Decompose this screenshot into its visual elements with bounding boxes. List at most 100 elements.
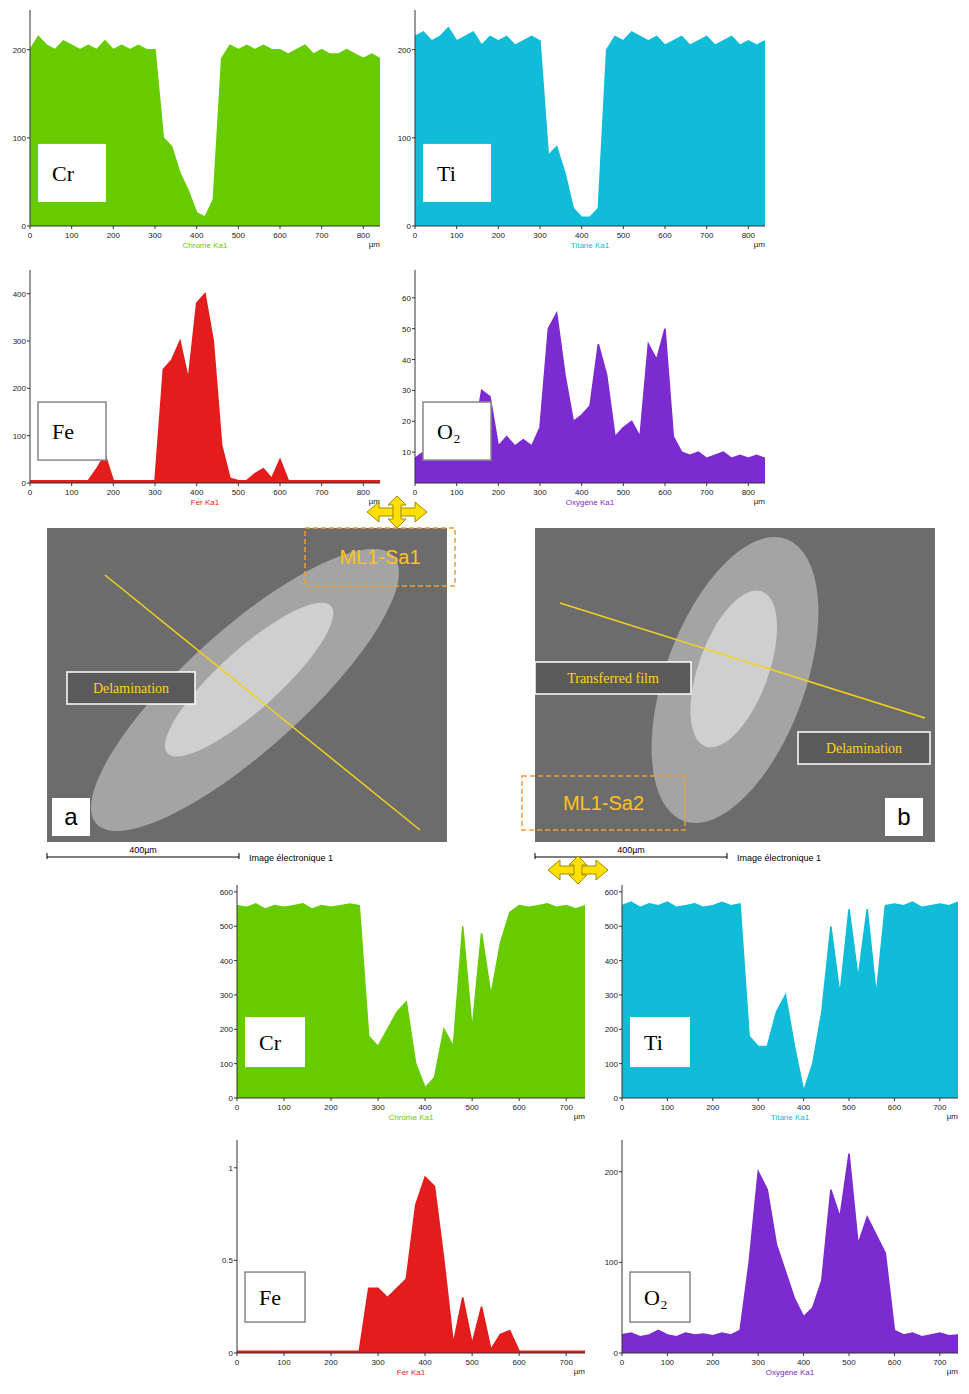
y-tick-label: 50: [402, 325, 411, 334]
x-tick: [748, 483, 749, 486]
y-tick-label: 100: [605, 1060, 619, 1069]
y-tick: [27, 137, 30, 138]
image-caption: Image électronique 1: [249, 853, 333, 863]
y-tick-label: 400: [13, 290, 27, 299]
x-tick-label: 0: [620, 1358, 625, 1367]
y-axis: [30, 270, 31, 483]
y-tick: [619, 960, 622, 961]
x-tick: [331, 1098, 332, 1101]
y-tick-label: 20: [402, 417, 411, 426]
x-tick: [667, 1098, 668, 1101]
x-tick: [758, 1098, 759, 1101]
plot-area: [415, 313, 765, 483]
y-tick: [619, 926, 622, 927]
area-fill: [622, 1154, 958, 1353]
y-tick: [412, 226, 415, 227]
x-tick-label: 400: [575, 231, 589, 240]
y-tick: [234, 1353, 237, 1354]
x-tick: [748, 226, 749, 229]
annotation: Transferred film: [567, 671, 659, 686]
sem-photo: [47, 528, 447, 842]
x-tick-label: 0: [413, 488, 418, 497]
element-label: Ti: [644, 1030, 663, 1055]
x-tick-label: 400: [190, 488, 204, 497]
x-tick-label: 300: [371, 1358, 385, 1367]
plot-area: [30, 36, 380, 226]
x-tick: [498, 226, 499, 229]
y-tick: [27, 435, 30, 436]
x-tick: [363, 226, 364, 229]
y-axis: [415, 270, 416, 483]
sem-image: DelaminationML1-Sa1a400µmImage électroni…: [47, 512, 455, 869]
x-tick: [71, 483, 72, 486]
annotation: Delamination: [93, 681, 169, 696]
x-tick-label: 100: [450, 231, 464, 240]
x-tick: [456, 483, 457, 486]
x-tick: [706, 226, 707, 229]
sample-tag-box: [522, 776, 685, 830]
x-tick-label: 0: [28, 231, 33, 240]
x-tick-label: 700: [700, 231, 714, 240]
sample-tag-box: [305, 528, 455, 586]
x-tick: [623, 483, 624, 486]
y-tick: [619, 1353, 622, 1354]
y-tick: [27, 483, 30, 484]
series-caption: Fer Ka1: [397, 1368, 426, 1377]
y-tick: [234, 1063, 237, 1064]
annotation: Delamination: [826, 741, 902, 756]
image-caption: Image électronique 1: [737, 853, 821, 863]
element-box: [245, 1272, 305, 1322]
element-box: [38, 402, 106, 460]
x-tick: [71, 226, 72, 229]
panel-letter-box: [52, 798, 90, 836]
y-tick-label: 0: [22, 222, 27, 231]
element-box: [423, 402, 491, 460]
y-tick: [412, 137, 415, 138]
x-axis: [415, 483, 765, 484]
x-tick: [665, 483, 666, 486]
element-box: [245, 1017, 305, 1067]
y-axis: [237, 1140, 238, 1353]
plot-area: [622, 902, 958, 1098]
y-tick-label: 0: [229, 1349, 234, 1358]
y-tick-label: 100: [605, 1258, 619, 1267]
x-axis-unit: µm: [947, 1367, 959, 1376]
x-tick: [623, 226, 624, 229]
y-tick-label: 200: [220, 1025, 234, 1034]
element-label: O₂: [437, 419, 461, 444]
y-tick-label: 500: [605, 922, 619, 931]
plot-area: [30, 294, 380, 483]
area-line: [237, 1177, 585, 1351]
area-fill: [415, 28, 765, 226]
y-tick: [234, 960, 237, 961]
x-tick-label: 500: [465, 1103, 479, 1112]
x-tick-label: 0: [620, 1103, 625, 1112]
y-tick-label: 200: [605, 1168, 619, 1177]
x-tick: [566, 1098, 567, 1101]
sem-photo: [535, 528, 935, 842]
y-tick: [234, 1260, 237, 1261]
x-tick: [581, 226, 582, 229]
x-tick: [321, 226, 322, 229]
x-tick: [425, 1353, 426, 1356]
x-tick: [155, 483, 156, 486]
y-tick: [619, 1098, 622, 1099]
x-tick: [849, 1098, 850, 1101]
y-axis: [30, 10, 31, 226]
x-tick: [939, 1353, 940, 1356]
series-caption: Chrome Ka1: [183, 241, 228, 250]
x-tick-label: 0: [413, 231, 418, 240]
y-tick-label: 100: [398, 134, 412, 143]
x-tick: [331, 1353, 332, 1356]
element-label: Fe: [52, 419, 74, 444]
series-caption: Chrome Ka1: [389, 1113, 434, 1122]
link-arrow: [367, 496, 427, 528]
x-tick: [712, 1353, 713, 1356]
area-fill: [237, 1177, 585, 1353]
element-label: Fe: [259, 1285, 281, 1310]
y-tick-label: 300: [220, 991, 234, 1000]
x-tick-label: 300: [752, 1358, 766, 1367]
x-tick: [378, 1098, 379, 1101]
sample-tag: ML1-Sa2: [563, 792, 644, 814]
x-tick-label: 600: [658, 231, 672, 240]
